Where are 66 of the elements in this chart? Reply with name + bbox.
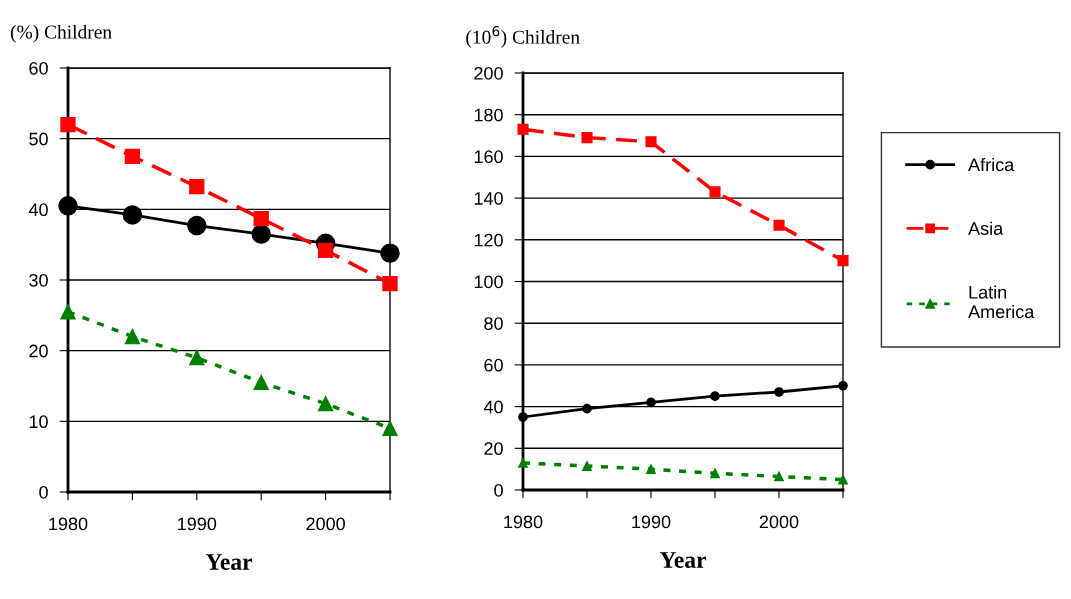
y-tick-label: 200: [474, 66, 503, 80]
y-tick-label: 0: [494, 483, 503, 497]
point: [124, 328, 141, 345]
point: [317, 242, 334, 258]
point: [60, 304, 76, 320]
point: [382, 275, 398, 292]
point: [581, 132, 593, 144]
legend-label: Africa: [968, 157, 1015, 172]
y-axis-title: (%) Children: [10, 24, 112, 43]
point: [187, 215, 207, 236]
y-tick-label: 10: [29, 415, 48, 429]
y-tick-label: 80: [484, 317, 503, 330]
y-tick-label: 0: [39, 485, 48, 499]
legend-label: Asia: [968, 221, 1004, 235]
point: [58, 196, 78, 216]
point: [646, 397, 656, 408]
y-tick-label: 40: [28, 203, 48, 217]
point: [253, 210, 269, 227]
legend-label: Latin America: [968, 285, 1035, 319]
x-tick-label: 1980: [504, 515, 543, 529]
point: [838, 474, 848, 485]
point: [60, 116, 76, 133]
point: [645, 136, 657, 148]
y-tick-label: 160: [474, 150, 503, 164]
point: [774, 471, 784, 482]
x-axis-title: Year: [659, 552, 707, 568]
point: [380, 243, 400, 263]
point: [518, 412, 528, 422]
y-tick-label: 30: [29, 273, 48, 287]
x-tick-label: 1990: [178, 517, 217, 531]
point: [710, 391, 720, 402]
point: [646, 464, 656, 475]
point: [189, 179, 205, 195]
y-tick-label: 20: [484, 442, 503, 456]
x-axis-title: Year: [205, 554, 253, 570]
x-tick-label: 2000: [306, 517, 345, 531]
x-tick-label: 2000: [759, 515, 799, 529]
point: [382, 420, 398, 437]
point: [582, 403, 592, 414]
point: [709, 186, 721, 198]
y-tick-label: 20: [29, 344, 48, 358]
y-tick-label: 180: [474, 108, 503, 122]
y-tick-label: 40: [483, 400, 503, 414]
y-tick-label: 60: [29, 61, 48, 75]
y-tick-label: 60: [484, 358, 503, 372]
point: [710, 468, 720, 479]
x-tick-label: 1990: [632, 515, 671, 529]
point: [774, 387, 784, 397]
point: [837, 255, 849, 267]
point: [773, 219, 785, 231]
point: [582, 461, 592, 471]
point: [251, 224, 271, 244]
x-tick-label: 1980: [49, 517, 88, 531]
point: [122, 205, 143, 225]
y-tick-label: 50: [29, 132, 48, 146]
point: [317, 396, 334, 412]
point: [189, 350, 205, 366]
point: [518, 458, 528, 468]
y-tick-label: 140: [474, 192, 503, 205]
point: [124, 148, 141, 164]
y-axis-title: (10$^{6}$) Children: [466, 26, 580, 48]
y-tick-label: 120: [474, 233, 503, 247]
y-tick-label: 100: [474, 275, 503, 289]
point: [253, 374, 269, 391]
point: [517, 123, 529, 135]
point: [838, 380, 848, 391]
